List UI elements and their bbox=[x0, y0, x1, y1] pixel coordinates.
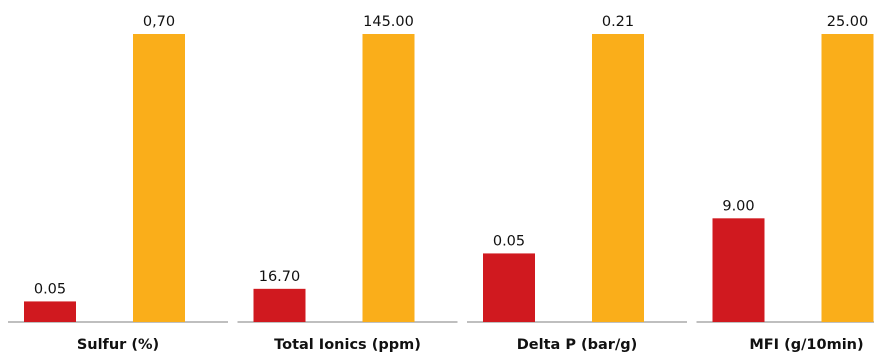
panel-1-category-label: Sulfur (%) bbox=[77, 337, 159, 353]
panel-3-value-label-1: 0.05 bbox=[493, 233, 525, 249]
panel-2-category-label: Total Ionics (ppm) bbox=[274, 337, 421, 353]
panel-4-value-label-1: 9.00 bbox=[722, 198, 754, 214]
panel-3-category-label: Delta P (bar/g) bbox=[517, 337, 638, 353]
panel-2-value-label-2: 145.00 bbox=[363, 14, 414, 30]
panel-4-bar-2 bbox=[821, 34, 874, 322]
panel-3-bar-2 bbox=[592, 34, 644, 322]
panel-3-value-label-2: 0.21 bbox=[602, 14, 634, 30]
panel-4-value-label-2: 25.00 bbox=[827, 14, 869, 30]
panel-1-bar-1 bbox=[24, 301, 76, 322]
panel-4-bar-1 bbox=[712, 218, 765, 322]
panel-4-category-label: MFI (g/10min) bbox=[749, 337, 863, 353]
panel-2-bar-1 bbox=[253, 288, 306, 322]
panel-2-value-label-1: 16.70 bbox=[259, 269, 301, 285]
panel-1-value-label-1: 0.05 bbox=[34, 281, 66, 297]
panel-2-bar-2 bbox=[362, 34, 415, 322]
panel-3-bar-1 bbox=[483, 253, 535, 322]
panel-1-value-label-2: 0,70 bbox=[143, 14, 175, 30]
panel-1-bar-2 bbox=[133, 34, 185, 322]
